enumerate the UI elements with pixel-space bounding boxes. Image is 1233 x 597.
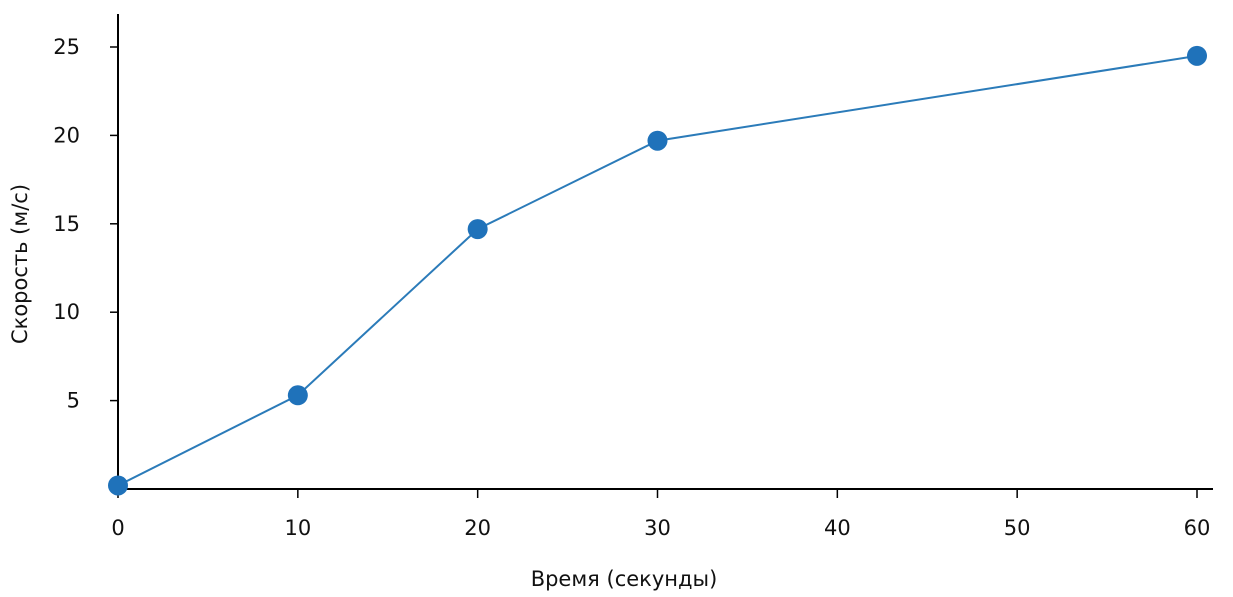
x-tick-label: 10 bbox=[284, 516, 311, 540]
data-point bbox=[467, 219, 488, 240]
x-tick-label: 40 bbox=[824, 516, 851, 540]
series-line bbox=[117, 54, 1198, 487]
y-tick-label: 25 bbox=[53, 35, 80, 59]
x-ticks: 0 10 20 30 40 50 60 bbox=[111, 489, 1210, 540]
data-point bbox=[108, 475, 128, 496]
x-tick-label: 20 bbox=[464, 516, 491, 540]
x-tick-label: 0 bbox=[111, 516, 124, 540]
y-axis-title: Скорость (м/с) bbox=[8, 184, 32, 344]
data-point bbox=[287, 385, 308, 406]
y-tick-label: 5 bbox=[67, 389, 80, 413]
data-point bbox=[1187, 45, 1207, 66]
x-tick-label: 60 bbox=[1184, 516, 1211, 540]
axes bbox=[117, 14, 1213, 490]
x-tick-label: 50 bbox=[1004, 516, 1031, 540]
y-tick-label: 15 bbox=[53, 212, 80, 236]
y-tick-label: 10 bbox=[53, 300, 80, 324]
y-tick-label: 20 bbox=[53, 123, 80, 147]
data-point bbox=[647, 130, 668, 151]
x-axis-title: Время (секунды) bbox=[531, 567, 718, 591]
series-layer bbox=[108, 45, 1207, 496]
y-ticks: 5 10 15 20 25 bbox=[53, 35, 118, 413]
x-tick-label: 30 bbox=[644, 516, 671, 540]
